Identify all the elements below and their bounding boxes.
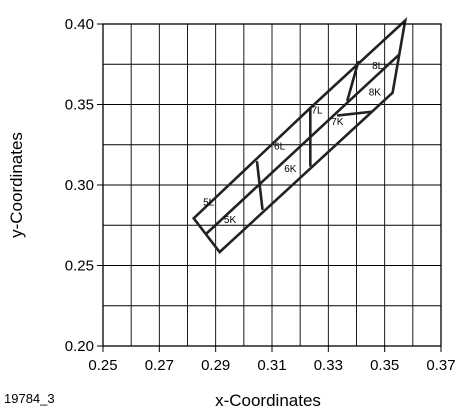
bin-label-8k: 8K — [369, 88, 382, 99]
x-tick-label: 0.31 — [257, 357, 286, 374]
x-tick-label: 0.35 — [370, 357, 399, 374]
bin-label-5l: 5L — [203, 197, 215, 208]
x-tick-label: 0.33 — [314, 357, 343, 374]
x-axis-label: x-Coordinates — [215, 391, 321, 410]
bin-label-6k: 6K — [284, 164, 297, 175]
y-tick-label: 0.20 — [65, 338, 94, 355]
y-tick-label: 0.30 — [65, 177, 94, 194]
bin-label-7l: 7L — [312, 105, 324, 116]
x-tick-label: 0.27 — [145, 357, 174, 374]
x-tick-label: 0.37 — [426, 357, 455, 374]
bin-label-7k: 7K — [331, 117, 344, 128]
x-tick-label: 0.25 — [88, 357, 117, 374]
bin-label-8l: 8L — [372, 61, 384, 72]
bin-label-6l: 6L — [274, 142, 286, 153]
y-tick-label: 0.25 — [65, 258, 94, 275]
y-tick-label: 0.35 — [65, 97, 94, 114]
y-axis-label: y-Coordinates — [7, 132, 26, 238]
bin-label-5k: 5K — [224, 215, 237, 226]
y-tick-label: 0.40 — [65, 16, 94, 33]
x-tick-label: 0.29 — [201, 357, 230, 374]
figure-code: 19784_3 — [4, 391, 55, 406]
